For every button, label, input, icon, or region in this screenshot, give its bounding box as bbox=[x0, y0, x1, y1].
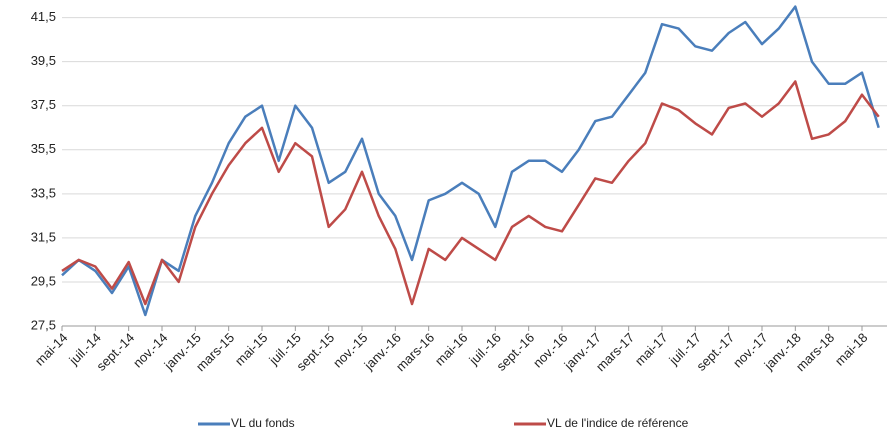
legend-label: VL de l'indice de référence bbox=[547, 416, 689, 430]
series-line bbox=[61, 80, 880, 306]
series-line bbox=[61, 5, 880, 317]
x-tick-label: mai-15 bbox=[232, 330, 271, 369]
x-tick-label: mai-14 bbox=[32, 330, 71, 369]
y-tick-label: 31,5 bbox=[31, 229, 56, 244]
y-tick-label: 27,5 bbox=[31, 317, 56, 332]
y-tick-label: 29,5 bbox=[31, 273, 56, 288]
x-tick-label: mai-17 bbox=[632, 330, 671, 369]
y-tick-label: 37,5 bbox=[31, 97, 56, 112]
x-tick-label: sept.-15 bbox=[293, 330, 337, 374]
y-tick-label: 41,5 bbox=[31, 9, 56, 24]
y-tick-label: 35,5 bbox=[31, 141, 56, 156]
x-tick-label: sept.-16 bbox=[493, 330, 537, 374]
x-tick-label: sept.-17 bbox=[693, 330, 737, 374]
y-tick-label: 33,5 bbox=[31, 185, 56, 200]
x-tick-label: mai-18 bbox=[832, 330, 871, 369]
x-tick-label: sept.-14 bbox=[93, 330, 137, 374]
legend-label: VL du fonds bbox=[231, 416, 295, 430]
y-tick-label: 39,5 bbox=[31, 53, 56, 68]
x-tick-label: mai-16 bbox=[432, 330, 471, 369]
